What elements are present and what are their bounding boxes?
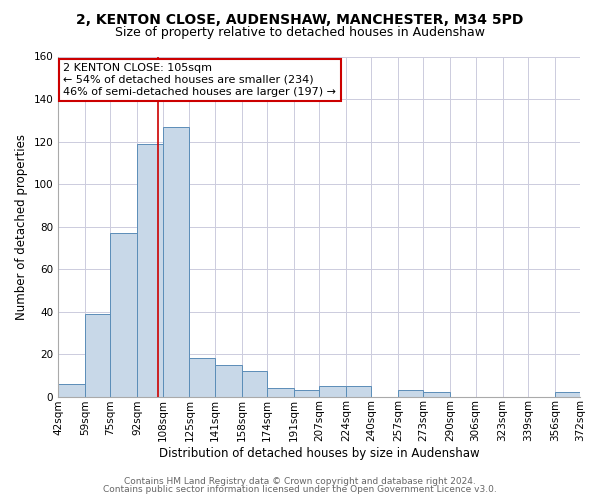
Bar — [424, 392, 451, 396]
Bar — [319, 386, 346, 396]
Bar — [58, 384, 85, 396]
Bar — [398, 390, 424, 396]
Bar — [294, 390, 319, 396]
Y-axis label: Number of detached properties: Number of detached properties — [15, 134, 28, 320]
Bar — [242, 371, 267, 396]
Text: Contains public sector information licensed under the Open Government Licence v3: Contains public sector information licen… — [103, 484, 497, 494]
Bar — [163, 126, 190, 396]
Bar — [267, 388, 294, 396]
Bar — [190, 358, 215, 397]
Text: 2 KENTON CLOSE: 105sqm
← 54% of detached houses are smaller (234)
46% of semi-de: 2 KENTON CLOSE: 105sqm ← 54% of detached… — [64, 64, 337, 96]
X-axis label: Distribution of detached houses by size in Audenshaw: Distribution of detached houses by size … — [159, 447, 479, 460]
Bar — [215, 364, 242, 396]
Text: Contains HM Land Registry data © Crown copyright and database right 2024.: Contains HM Land Registry data © Crown c… — [124, 477, 476, 486]
Bar — [137, 144, 163, 396]
Bar — [85, 314, 110, 396]
Text: 2, KENTON CLOSE, AUDENSHAW, MANCHESTER, M34 5PD: 2, KENTON CLOSE, AUDENSHAW, MANCHESTER, … — [76, 12, 524, 26]
Bar — [110, 233, 137, 396]
Bar — [346, 386, 371, 396]
Text: Size of property relative to detached houses in Audenshaw: Size of property relative to detached ho… — [115, 26, 485, 39]
Bar — [554, 392, 580, 396]
